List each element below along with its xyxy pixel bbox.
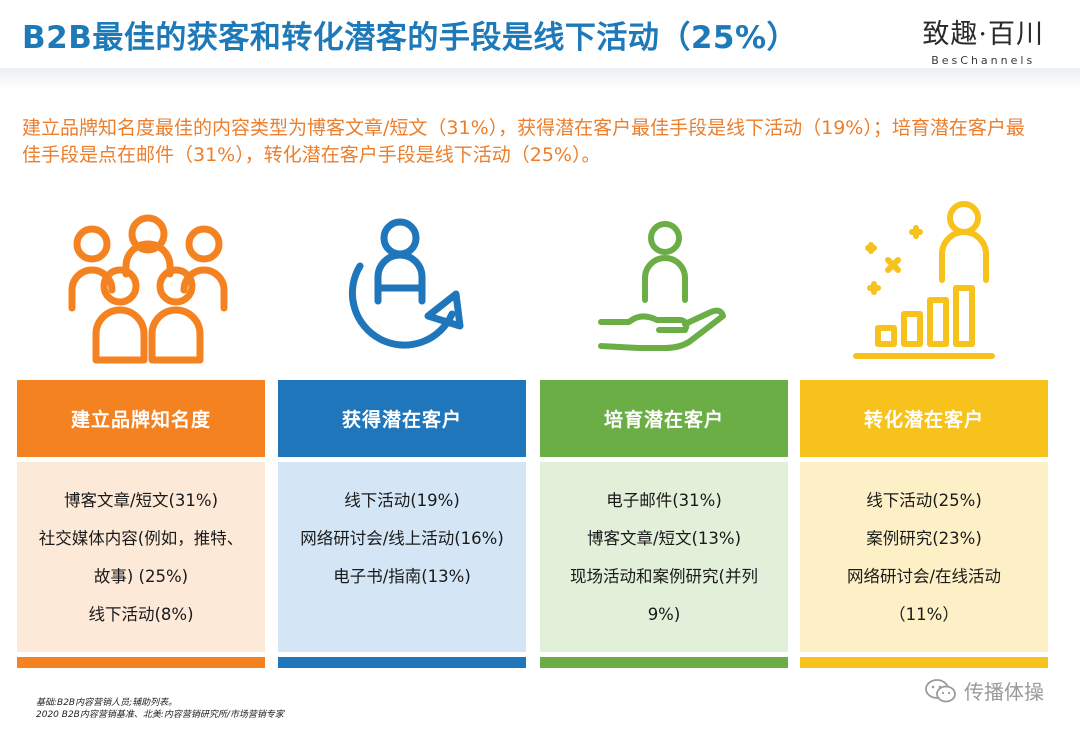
list-item: 博客文章/短文(31%) bbox=[63, 491, 219, 510]
list-item: 线下活动(25%) bbox=[866, 491, 982, 510]
footnote-line: 2020 B2B内容营销基准、北美:内容营销研究所/市场营销专家 bbox=[36, 710, 284, 720]
column-footer-bar bbox=[278, 657, 526, 668]
summary-text: 建立品牌知名度最佳的内容类型为博客文章/短文（31%），获得潜在客户最佳手段是线… bbox=[22, 117, 1025, 166]
column-lead-generation: 获得潜在客户 线下活动(19%) 网络研讨会/线上活动(16%) 电子书/指南(… bbox=[278, 380, 526, 668]
column-lead-conversion: 转化潜在客户 线下活动(25%) 案例研究(23%) 网络研讨会/在线活动 （1… bbox=[800, 380, 1048, 668]
person-cycle-icon bbox=[340, 196, 470, 366]
column-lead-nurturing: 培育潜在客户 电子邮件(31%) 博客文章/短文(13%) 现场活动和案例研究(… bbox=[540, 380, 788, 668]
page-title: B2B最佳的获客和转化潜客的手段是线下活动（25%） bbox=[22, 20, 799, 56]
column-body: 电子邮件(31%) 博客文章/短文(13%) 现场活动和案例研究(并列 9%) bbox=[540, 462, 788, 652]
column-footer-bar bbox=[800, 657, 1048, 668]
footnote: 基础:B2B内容营销人员;辅助列表。 2020 B2B内容营销基准、北美:内容营… bbox=[36, 697, 284, 721]
list-item: 线下活动(19%) bbox=[344, 491, 460, 510]
list-item: 现场活动和案例研究(并列 bbox=[570, 567, 758, 586]
column-header: 培育潜在客户 bbox=[540, 380, 788, 457]
column-body: 线下活动(19%) 网络研讨会/线上活动(16%) 电子书/指南(13%) bbox=[278, 462, 526, 652]
list-item: 网络研讨会/在线活动 bbox=[846, 567, 1002, 586]
brand-subtitle: BesChannels bbox=[931, 54, 1036, 67]
list-item: 电子邮件(31%) bbox=[606, 491, 722, 510]
column-body: 线下活动(25%) 案例研究(23%) 网络研讨会/在线活动 （11%） bbox=[800, 462, 1048, 652]
list-item: 9%) bbox=[647, 605, 681, 624]
wechat-icon bbox=[925, 678, 956, 702]
person-growth-icon bbox=[852, 196, 1002, 366]
brand-name: 致趣·百川 bbox=[922, 19, 1044, 50]
column-header: 转化潜在客户 bbox=[800, 380, 1048, 457]
column-footer-bar bbox=[17, 657, 265, 668]
list-item: 线下活动(8%) bbox=[88, 605, 194, 624]
list-item: 博客文章/短文(13%) bbox=[586, 529, 742, 548]
hand-person-icon bbox=[595, 196, 735, 366]
brand-logo: 致趣·百川 BesChannels bbox=[922, 12, 1044, 67]
list-item: 社交媒体内容(例如，推特、 bbox=[38, 529, 244, 548]
footnote-line: 基础:B2B内容营销人员;辅助列表。 bbox=[36, 698, 178, 708]
column-footer-bar bbox=[540, 657, 788, 668]
list-item: 案例研究(23%) bbox=[866, 529, 982, 548]
header-divider bbox=[0, 68, 1080, 90]
column-header: 建立品牌知名度 bbox=[17, 380, 265, 457]
list-item: 网络研讨会/线上活动(16%) bbox=[300, 529, 504, 548]
watermark: 传播体操 bbox=[924, 676, 1044, 705]
column-brand-awareness: 建立品牌知名度 博客文章/短文(31%) 社交媒体内容(例如，推特、 故事) (… bbox=[17, 380, 265, 668]
list-item: 电子书/指南(13%) bbox=[333, 567, 471, 586]
column-body: 博客文章/短文(31%) 社交媒体内容(例如，推特、 故事) (25%) 线下活… bbox=[17, 462, 265, 652]
column-header: 获得潜在客户 bbox=[278, 380, 526, 457]
watermark-text: 传播体操 bbox=[964, 680, 1044, 704]
list-item: 故事) (25%) bbox=[93, 567, 189, 586]
people-group-icon bbox=[58, 196, 238, 366]
list-item: （11%） bbox=[889, 605, 959, 624]
